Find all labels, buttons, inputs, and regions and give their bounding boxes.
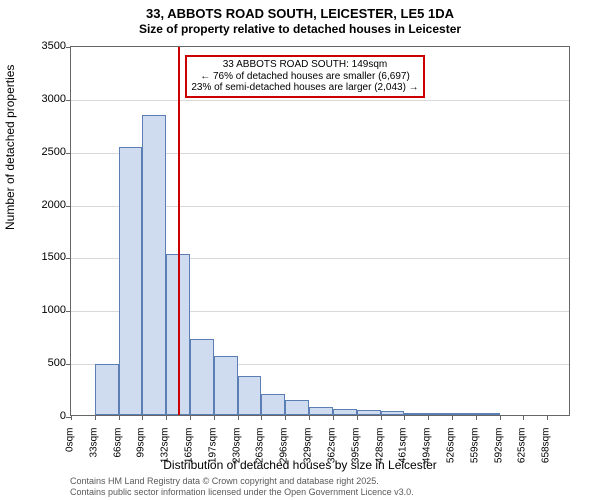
chart-title-sub: Size of property relative to detached ho… [0, 22, 600, 36]
ytick-label: 3500 [16, 40, 66, 52]
plot-area: 33 ABBOTS ROAD SOUTH: 149sqm ← 76% of de… [70, 46, 570, 416]
ytick-label: 3000 [16, 93, 66, 105]
xtick-mark [309, 415, 310, 420]
xtick-mark [261, 415, 262, 420]
xtick-mark [214, 415, 215, 420]
ytick-label: 2000 [16, 199, 66, 211]
xtick-label: 625sqm [517, 428, 528, 478]
histogram-bar [309, 407, 333, 415]
xtick-label: 526sqm [445, 428, 456, 478]
histogram-bar [381, 411, 405, 415]
ytick-label: 0 [16, 410, 66, 422]
xtick-label: 230sqm [231, 428, 242, 478]
y-axis-label: Number of detached properties [3, 65, 17, 230]
xtick-mark [95, 415, 96, 420]
xtick-label: 395sqm [350, 428, 361, 478]
histogram-bar [452, 413, 476, 415]
chart-title-main: 33, ABBOTS ROAD SOUTH, LEICESTER, LE5 1D… [0, 6, 600, 21]
xtick-mark [428, 415, 429, 420]
histogram-bar [285, 400, 309, 415]
histogram-bar [142, 115, 166, 415]
xtick-label: 329sqm [303, 428, 314, 478]
xtick-label: 66sqm [112, 428, 123, 478]
histogram-bar [333, 409, 357, 415]
ytick-label: 2500 [16, 146, 66, 158]
xtick-mark [452, 415, 453, 420]
xtick-mark [547, 415, 548, 420]
ytick-label: 1000 [16, 304, 66, 316]
xtick-mark [500, 415, 501, 420]
xtick-label: 33sqm [88, 428, 99, 478]
xtick-mark [142, 415, 143, 420]
xtick-mark [71, 415, 72, 420]
ytick-mark [66, 311, 71, 312]
xtick-label: 132sqm [160, 428, 171, 478]
ytick-mark [66, 206, 71, 207]
xtick-label: 658sqm [541, 428, 552, 478]
xtick-label: 592sqm [493, 428, 504, 478]
histogram-bar [476, 413, 500, 415]
xtick-label: 494sqm [422, 428, 433, 478]
xtick-label: 165sqm [184, 428, 195, 478]
xtick-mark [404, 415, 405, 420]
xtick-mark [166, 415, 167, 420]
ytick-mark [66, 100, 71, 101]
xtick-label: 559sqm [469, 428, 480, 478]
annotation-line-2: ← 76% of detached houses are smaller (6,… [191, 71, 418, 83]
xtick-mark [190, 415, 191, 420]
xtick-label: 197sqm [207, 428, 218, 478]
xtick-label: 428sqm [374, 428, 385, 478]
gridline [71, 100, 569, 101]
annotation-box: 33 ABBOTS ROAD SOUTH: 149sqm ← 76% of de… [185, 55, 424, 98]
footer-copyright-2: Contains public sector information licen… [70, 487, 414, 497]
ytick-label: 1500 [16, 251, 66, 263]
histogram-bar [214, 356, 238, 415]
histogram-bar [190, 339, 214, 415]
xtick-label: 362sqm [326, 428, 337, 478]
xtick-label: 461sqm [398, 428, 409, 478]
xtick-mark [285, 415, 286, 420]
xtick-mark [523, 415, 524, 420]
histogram-bar [404, 413, 428, 415]
annotation-line-1: 33 ABBOTS ROAD SOUTH: 149sqm [191, 59, 418, 71]
annotation-line-3: 23% of semi-detached houses are larger (… [191, 82, 418, 94]
histogram-bar [357, 410, 381, 415]
xtick-mark [238, 415, 239, 420]
chart-container: 33, ABBOTS ROAD SOUTH, LEICESTER, LE5 1D… [0, 0, 600, 500]
ytick-label: 500 [16, 357, 66, 369]
histogram-bar [95, 364, 119, 415]
xtick-mark [357, 415, 358, 420]
xtick-mark [381, 415, 382, 420]
xtick-label: 263sqm [255, 428, 266, 478]
ytick-mark [66, 47, 71, 48]
xtick-label: 0sqm [65, 428, 76, 478]
xtick-label: 296sqm [279, 428, 290, 478]
histogram-bar [261, 394, 285, 415]
xtick-mark [333, 415, 334, 420]
footer-copyright-1: Contains HM Land Registry data © Crown c… [70, 476, 379, 486]
histogram-bar [119, 147, 143, 416]
xtick-mark [476, 415, 477, 420]
xtick-label: 99sqm [136, 428, 147, 478]
ytick-mark [66, 364, 71, 365]
xtick-mark [119, 415, 120, 420]
histogram-bar [238, 376, 262, 415]
histogram-bar [428, 413, 452, 415]
ytick-mark [66, 258, 71, 259]
marker-line [178, 47, 180, 415]
ytick-mark [66, 153, 71, 154]
